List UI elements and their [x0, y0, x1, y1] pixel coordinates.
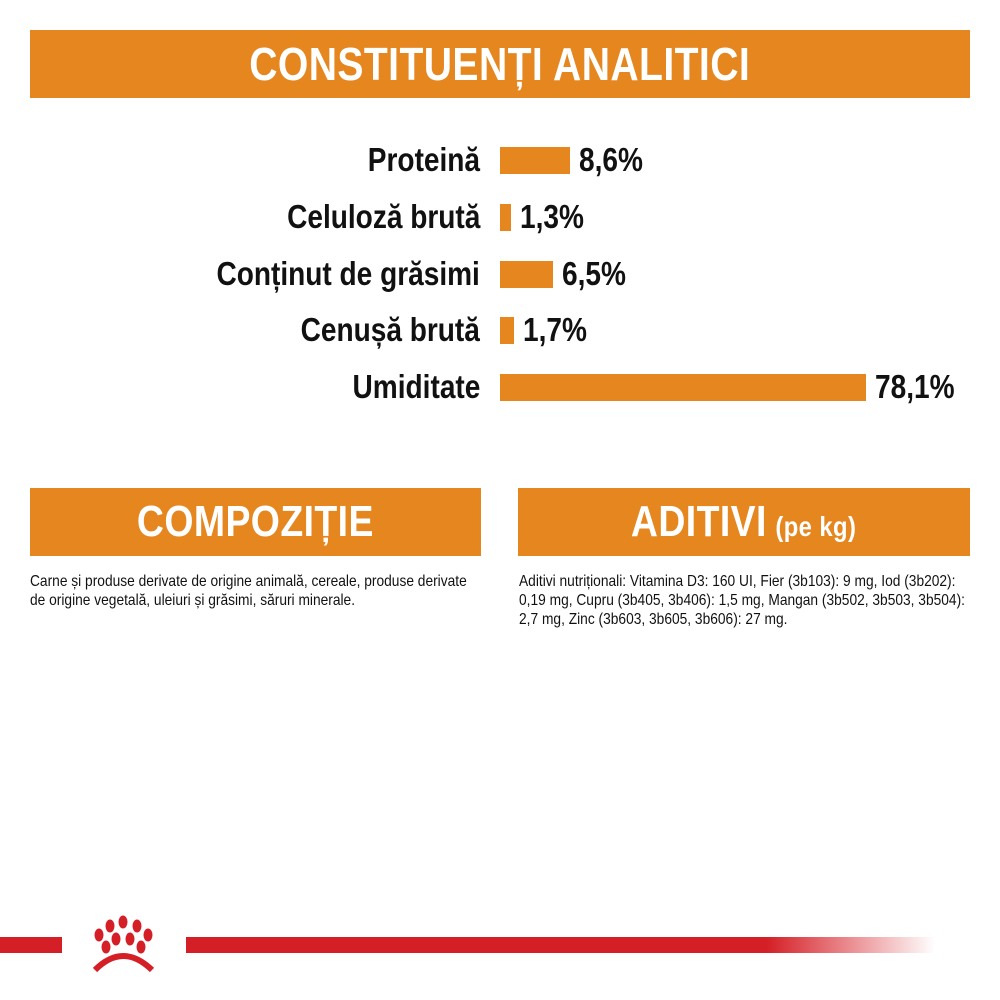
footer-red-line [0, 937, 935, 953]
category-label: Cenușă brută [300, 311, 480, 348]
chart-row: Conținut de grăsimi 6,5% [0, 254, 1000, 294]
analytical-constituents-title: CONSTITUENȚI ANALITICI [249, 38, 751, 90]
category-label: Umiditate [352, 368, 480, 405]
composition-banner: COMPOZIȚIE [30, 488, 481, 556]
category-label: Conținut de grăsimi [216, 255, 480, 292]
chart-row: Celuloză brută 1,3% [0, 197, 1000, 237]
bar [500, 317, 514, 344]
bar [500, 204, 511, 231]
chart-row: Cenușă brută 1,7% [0, 310, 1000, 350]
value-label: 1,3% [519, 198, 584, 235]
chart-row: Proteină 8,6% [0, 140, 1000, 180]
additives-title-suffix: (pe kg) [775, 511, 857, 542]
value-label: 6,5% [561, 255, 626, 292]
royal-canin-crown-logo-icon [62, 912, 186, 974]
additives-banner: ADITIVI (pe kg) [518, 488, 970, 556]
bar [500, 374, 866, 401]
value-label: 8,6% [578, 141, 643, 178]
bar [500, 147, 570, 174]
additives-title: ADITIVI [631, 497, 768, 546]
value-label: 1,7% [522, 311, 587, 348]
composition-text: Carne și produse derivate de origine ani… [30, 573, 467, 609]
composition-title: COMPOZIȚIE [137, 497, 374, 546]
value-label: 78,1% [875, 368, 955, 405]
category-label: Proteină [367, 141, 480, 178]
additives-text: Aditivi nutriționali: Vitamina D3: 160 U… [519, 573, 965, 628]
bar [500, 261, 553, 288]
analytical-constituents-banner: CONSTITUENȚI ANALITICI [30, 30, 970, 98]
chart-row: Umiditate 78,1% [0, 367, 1000, 407]
category-label: Celuloză brută [286, 198, 480, 235]
